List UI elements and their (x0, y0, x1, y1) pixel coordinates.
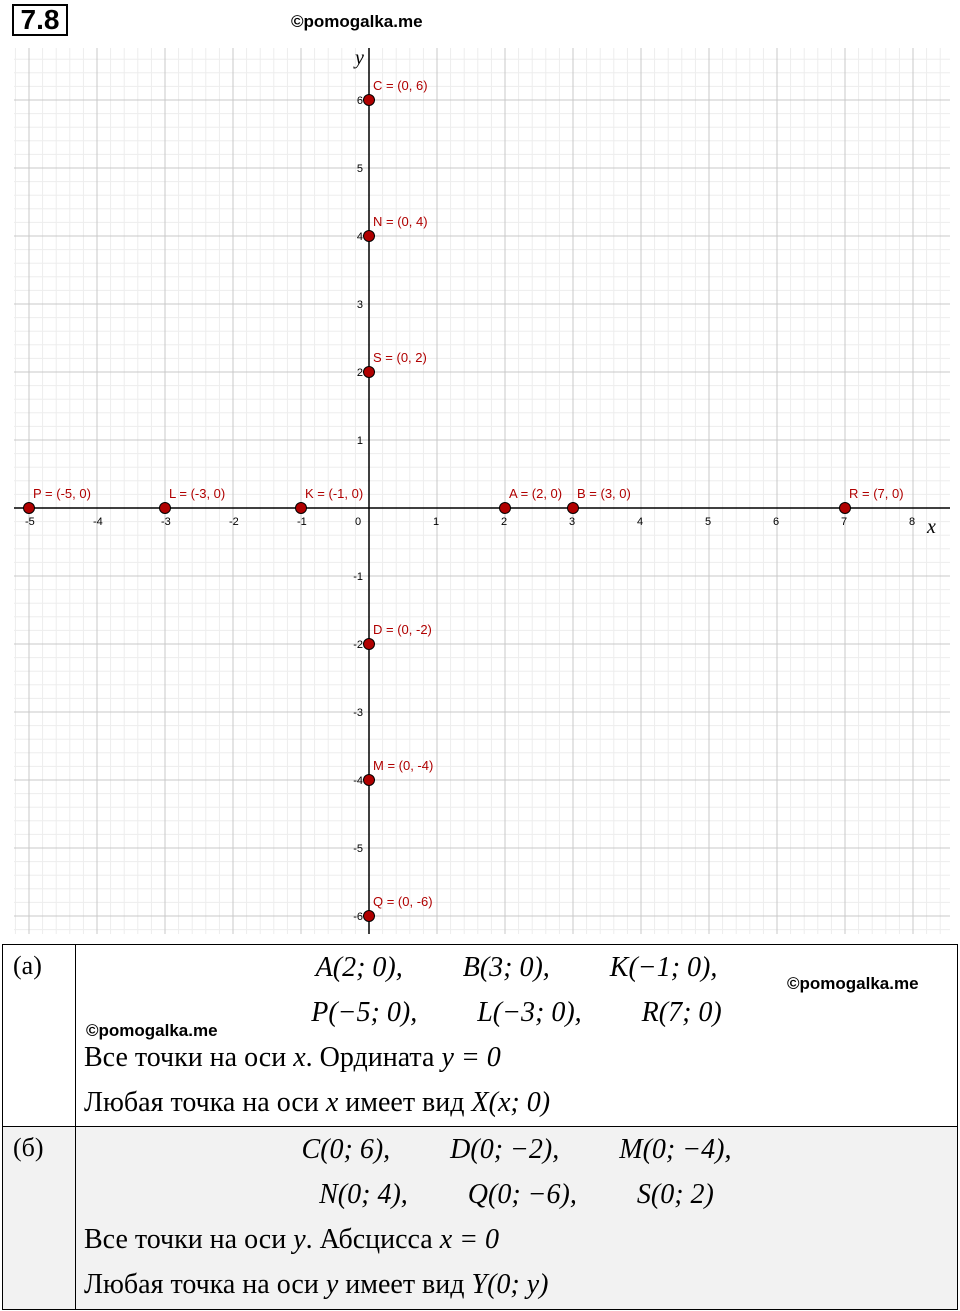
coordinate-graph: -5 -4 -3 -2 -1 0 1 2 3 4 5 6 7 8 6 5 4 3 2 1 -1 -2 -3 -4 -5 -6 P … (14, 47, 950, 934)
point-coordinate: L(−3; 0), (477, 997, 582, 1028)
x-tick-label: 4 (637, 516, 643, 528)
point-coordinate: B(3; 0), (462, 952, 550, 983)
points-line: C(0; 6), D(0; −2), M(0; −4), (76, 1127, 957, 1172)
points: P = (-5, 0) L = (-3, 0) K = (-1, 0) A = (2,… (23, 78, 904, 922)
point-marker (363, 774, 375, 786)
x-tick-label: 3 (569, 516, 575, 528)
x-tick-label: -2 (229, 516, 239, 528)
y-tick-label: -5 (353, 843, 363, 855)
point-marker (363, 366, 375, 378)
y-tick-label: 6 (357, 95, 363, 107)
point-label: P = (-5, 0) (33, 486, 91, 501)
y-tick-label: -1 (353, 571, 363, 583)
point-marker (567, 502, 579, 514)
grid-major (14, 48, 950, 934)
x-tick-label: -4 (93, 516, 103, 528)
y-tick-label: -4 (353, 775, 363, 787)
x-tick-label: 0 (355, 516, 361, 528)
point-marker (23, 502, 35, 514)
point-label: K = (-1, 0) (305, 486, 363, 501)
watermark-top: ©pomogalka.me (291, 12, 423, 31)
answer-content-b: C(0; 6), D(0; −2), M(0; −4), N(0; 4), Q(… (75, 1126, 958, 1310)
answer-label-b: (б) (2, 1126, 76, 1310)
point-coordinate: Q(0; −6), (467, 1179, 577, 1210)
x-tick-label: -1 (297, 516, 307, 528)
answer-content-a: A(2; 0), B(3; 0), K(−1; 0), P(−5; 0), L(… (75, 944, 958, 1127)
point-coordinate: A(2; 0), (315, 952, 403, 983)
answer-statement: Любая точка на оси y имеет вид Y(0; y) (84, 1269, 549, 1300)
point-marker (839, 502, 851, 514)
y-tick-label: 4 (357, 231, 363, 243)
x-tick-label: 7 (841, 516, 847, 528)
y-tick-label: -6 (353, 911, 363, 923)
point-marker (499, 502, 511, 514)
y-tick-label: 1 (357, 435, 363, 447)
point-marker (363, 910, 375, 922)
answer-table: (а) A(2; 0), B(3; 0), K(−1; 0), P(−5; 0)… (2, 944, 958, 1310)
point-marker (363, 638, 375, 650)
point-coordinate: M(0; −4), (619, 1134, 732, 1165)
point-coordinate: N(0; 4), (319, 1179, 408, 1210)
answer-statement: Все точки на оси y. Абсцисса x = 0 (84, 1224, 500, 1255)
point-coordinate: D(0; −2), (450, 1134, 560, 1165)
point-coordinate: C(0; 6), (301, 1134, 391, 1165)
answer-statement: Все точки на оси x. Ордината y = 0 (84, 1042, 501, 1073)
answer-statement: Любая точка на оси x имеет вид X(x; 0) (84, 1087, 551, 1118)
point-label: Q = (0, -6) (373, 894, 433, 909)
point-label: R = (7, 0) (849, 486, 904, 501)
points-line: P(−5; 0), L(−3; 0), R(7; 0) (76, 990, 957, 1035)
point-coordinate: P(−5; 0), (311, 997, 418, 1028)
points-line: A(2; 0), B(3; 0), K(−1; 0), (76, 945, 957, 990)
points-line: N(0; 4), Q(0; −6), S(0; 2) (76, 1172, 957, 1217)
point-marker (295, 502, 307, 514)
answer-label-a: (а) (2, 944, 76, 1127)
point-coordinate: K(−1; 0), (609, 952, 718, 983)
x-tick-label: -3 (161, 516, 171, 528)
grid-minor (14, 48, 950, 934)
y-axis-label: y (353, 47, 364, 69)
y-tick-label: -2 (353, 639, 363, 651)
point-coordinate: S(0; 2) (636, 1179, 714, 1210)
point-label: A = (2, 0) (509, 486, 562, 501)
point-label: M = (0, -4) (373, 758, 433, 773)
point-label: D = (0, -2) (373, 622, 432, 637)
point-marker (363, 94, 375, 106)
point-label: S = (0, 2) (373, 350, 427, 365)
y-tick-label: 2 (357, 367, 363, 379)
answer-row-a: (а) A(2; 0), B(3; 0), K(−1; 0), P(−5; 0)… (2, 944, 958, 1127)
x-tick-label: 6 (773, 516, 779, 528)
x-tick-label: 1 (433, 516, 439, 528)
problem-number: 7.8 (12, 4, 68, 36)
point-label: L = (-3, 0) (169, 486, 225, 501)
x-axis-label: x (926, 516, 936, 538)
point-label: N = (0, 4) (373, 214, 428, 229)
y-tick-label: -3 (353, 707, 363, 719)
x-tick-label: 2 (501, 516, 507, 528)
answer-row-b: (б) C(0; 6), D(0; −2), M(0; −4), N(0; 4)… (2, 1126, 958, 1310)
y-tick-label: 3 (357, 299, 363, 311)
point-label: B = (3, 0) (577, 486, 631, 501)
point-label: C = (0, 6) (373, 78, 428, 93)
x-tick-label: 8 (909, 516, 915, 528)
point-marker (159, 502, 171, 514)
tick-labels: -5 -4 -3 -2 -1 0 1 2 3 4 5 6 7 8 6 5 4 3 2 1 -1 -2 -3 -4 -5 -6 (25, 95, 915, 923)
y-tick-label: 5 (357, 163, 363, 175)
axes (14, 48, 950, 934)
point-coordinate: R(7; 0) (641, 997, 722, 1028)
x-tick-label: 5 (705, 516, 711, 528)
point-marker (363, 230, 375, 242)
x-tick-label: -5 (25, 516, 35, 528)
